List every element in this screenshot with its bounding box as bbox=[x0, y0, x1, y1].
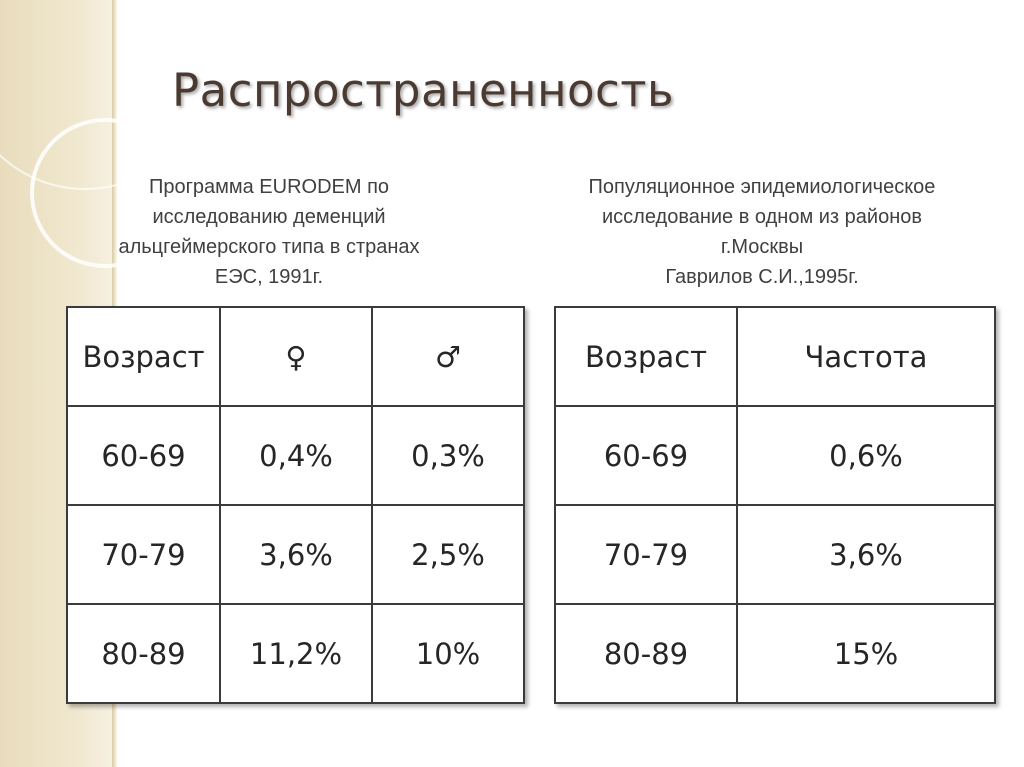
cell-male: 2,5% bbox=[371, 504, 525, 605]
table-header-row: Возраст ♀ ♂ bbox=[66, 306, 525, 407]
caption-line: исследование в одном из районов bbox=[602, 206, 922, 228]
eurodem-table: Возраст ♀ ♂ 60-69 0,4% 0,3% 70-79 3,6% 2… bbox=[66, 306, 525, 704]
header-age: Возраст bbox=[554, 306, 738, 407]
cell-frequency: 15% bbox=[736, 603, 996, 704]
caption-line: ЕЭС, 1991г. bbox=[214, 266, 324, 288]
cell-age: 70-79 bbox=[66, 504, 221, 605]
table-row: 80-89 11,2% 10% bbox=[66, 603, 525, 704]
cell-female: 3,6% bbox=[219, 504, 373, 605]
decorative-ring-small bbox=[30, 118, 180, 268]
cell-female: 0,4% bbox=[219, 405, 373, 506]
cell-frequency: 0,6% bbox=[736, 405, 996, 506]
cell-female: 11,2% bbox=[219, 603, 373, 704]
caption-line: г.Москвы bbox=[720, 236, 804, 258]
caption-line: Популяционное эпидемиологическое bbox=[588, 176, 936, 198]
cell-age: 70-79 bbox=[554, 504, 738, 605]
female-symbol-icon: ♀ bbox=[219, 306, 373, 407]
moscow-table: Возраст Частота 60-69 0,6% 70-79 3,6% 80… bbox=[554, 306, 996, 704]
cell-male: 10% bbox=[371, 603, 525, 704]
table-row: 80-89 15% bbox=[554, 603, 996, 704]
cell-age: 60-69 bbox=[554, 405, 738, 506]
caption-line: исследованию деменций bbox=[152, 206, 386, 228]
caption-line: альцгеймерского типа в странах bbox=[118, 236, 420, 258]
caption-line: Гаврилов С.И.,1995г. bbox=[665, 266, 859, 288]
table-row: 60-69 0,6% bbox=[554, 405, 996, 506]
cell-age: 60-69 bbox=[66, 405, 221, 506]
header-frequency: Частота bbox=[736, 306, 996, 407]
table-row: 70-79 3,6% bbox=[554, 504, 996, 605]
cell-frequency: 3,6% bbox=[736, 504, 996, 605]
header-age: Возраст bbox=[66, 306, 221, 407]
slide-title: Распространенность bbox=[172, 64, 675, 117]
cell-age: 80-89 bbox=[554, 603, 738, 704]
left-table-caption: Программа EURODEM по исследованию деменц… bbox=[62, 172, 476, 292]
right-table-caption: Популяционное эпидемиологическое исследо… bbox=[512, 172, 1012, 292]
male-symbol-icon: ♂ bbox=[371, 306, 525, 407]
cell-male: 0,3% bbox=[371, 405, 525, 506]
table-row: 70-79 3,6% 2,5% bbox=[66, 504, 525, 605]
table-row: 60-69 0,4% 0,3% bbox=[66, 405, 525, 506]
table-header-row: Возраст Частота bbox=[554, 306, 996, 407]
cell-age: 80-89 bbox=[66, 603, 221, 704]
caption-line: Программа EURODEM по bbox=[148, 176, 390, 198]
